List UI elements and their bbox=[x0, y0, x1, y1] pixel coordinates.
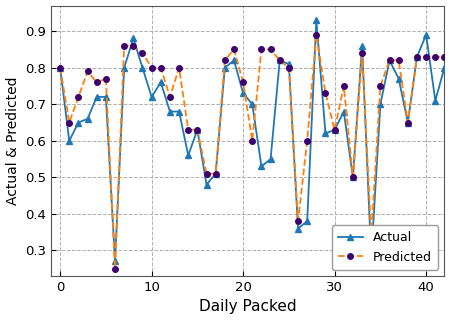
Actual bbox=[305, 219, 310, 223]
Predicted bbox=[268, 47, 273, 51]
Line: Actual: Actual bbox=[57, 17, 450, 264]
Actual bbox=[176, 110, 182, 114]
Actual bbox=[341, 110, 346, 114]
Predicted bbox=[158, 66, 163, 70]
Actual bbox=[405, 121, 410, 124]
Actual bbox=[240, 91, 246, 95]
Predicted bbox=[103, 77, 108, 81]
Actual bbox=[58, 66, 63, 70]
Predicted bbox=[414, 55, 420, 59]
Actual bbox=[432, 99, 438, 102]
Predicted bbox=[423, 55, 429, 59]
Actual bbox=[213, 172, 218, 176]
Predicted bbox=[195, 128, 200, 132]
Predicted bbox=[277, 59, 283, 62]
Actual bbox=[85, 117, 90, 121]
Actual bbox=[204, 183, 209, 187]
Actual bbox=[350, 175, 356, 179]
Predicted bbox=[204, 172, 209, 176]
Predicted bbox=[295, 219, 301, 223]
Actual bbox=[185, 154, 191, 157]
Predicted bbox=[341, 84, 346, 88]
Predicted bbox=[314, 33, 319, 37]
Actual bbox=[378, 102, 383, 106]
Actual bbox=[140, 66, 145, 70]
Predicted bbox=[231, 47, 237, 51]
Actual bbox=[167, 110, 173, 114]
Predicted bbox=[442, 55, 447, 59]
Actual bbox=[295, 227, 301, 230]
Actual bbox=[314, 18, 319, 22]
Predicted bbox=[405, 121, 410, 124]
Legend: Actual, Predicted: Actual, Predicted bbox=[332, 225, 438, 270]
Actual bbox=[323, 132, 328, 135]
Actual bbox=[67, 139, 72, 143]
Actual bbox=[250, 102, 255, 106]
Predicted bbox=[94, 80, 99, 84]
Predicted bbox=[213, 172, 218, 176]
Predicted bbox=[332, 128, 338, 132]
Actual bbox=[332, 128, 338, 132]
Actual bbox=[268, 157, 273, 161]
Predicted bbox=[305, 139, 310, 143]
Actual bbox=[442, 66, 447, 70]
Actual bbox=[149, 95, 154, 99]
Actual bbox=[259, 164, 264, 168]
Predicted bbox=[222, 59, 228, 62]
Predicted bbox=[122, 44, 127, 48]
Predicted bbox=[259, 47, 264, 51]
Actual bbox=[423, 33, 429, 37]
Actual bbox=[76, 121, 81, 124]
Actual bbox=[369, 256, 374, 260]
Predicted bbox=[387, 59, 392, 62]
Predicted bbox=[85, 69, 90, 73]
X-axis label: Daily Packed: Daily Packed bbox=[199, 300, 297, 315]
Predicted bbox=[149, 66, 154, 70]
Predicted bbox=[76, 95, 81, 99]
Predicted bbox=[369, 234, 374, 238]
Actual bbox=[103, 95, 108, 99]
Predicted bbox=[167, 95, 173, 99]
Predicted bbox=[360, 51, 365, 55]
Actual bbox=[286, 62, 292, 66]
Predicted bbox=[176, 66, 182, 70]
Predicted bbox=[286, 66, 292, 70]
Actual bbox=[277, 59, 283, 62]
Predicted bbox=[240, 80, 246, 84]
Actual bbox=[94, 95, 99, 99]
Predicted bbox=[432, 55, 438, 59]
Predicted bbox=[378, 84, 383, 88]
Predicted bbox=[396, 59, 401, 62]
Actual bbox=[222, 66, 228, 70]
Predicted bbox=[130, 44, 136, 48]
Actual bbox=[158, 80, 163, 84]
Y-axis label: Actual & Predicted: Actual & Predicted bbox=[5, 76, 19, 205]
Predicted bbox=[323, 91, 328, 95]
Predicted bbox=[250, 139, 255, 143]
Actual bbox=[231, 59, 237, 62]
Actual bbox=[387, 59, 392, 62]
Predicted bbox=[140, 51, 145, 55]
Actual bbox=[360, 44, 365, 48]
Actual bbox=[414, 55, 420, 59]
Actual bbox=[130, 36, 136, 40]
Predicted bbox=[67, 121, 72, 124]
Actual bbox=[396, 77, 401, 81]
Actual bbox=[195, 128, 200, 132]
Predicted bbox=[112, 267, 118, 271]
Actual bbox=[112, 260, 118, 263]
Line: Predicted: Predicted bbox=[57, 32, 450, 271]
Predicted bbox=[185, 128, 191, 132]
Predicted bbox=[350, 175, 356, 179]
Actual bbox=[122, 66, 127, 70]
Predicted bbox=[58, 66, 63, 70]
